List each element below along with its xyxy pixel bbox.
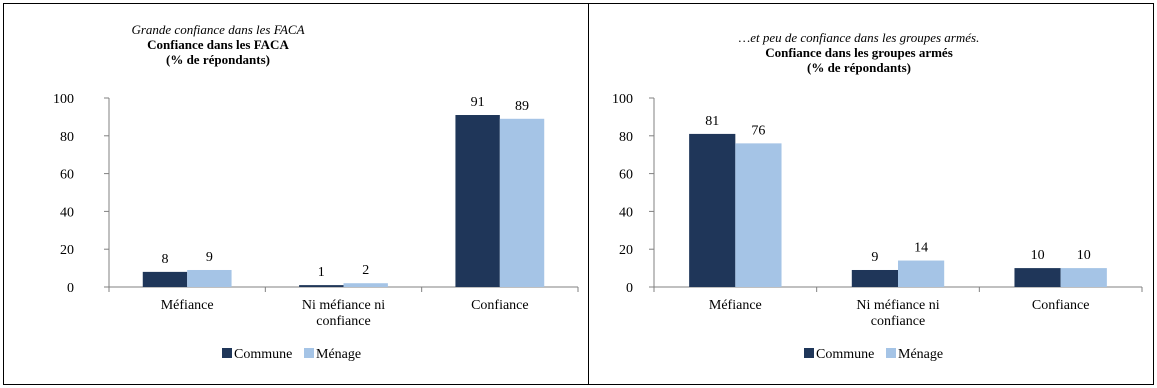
bar-commune-0	[689, 133, 736, 287]
bar-commune-1	[851, 269, 898, 287]
legend-label: Commune	[816, 347, 874, 362]
bar-mnage-1	[898, 260, 945, 287]
y-tick-label: 80	[60, 130, 74, 145]
bar-commune-2	[1014, 268, 1061, 287]
data-label: 8	[161, 252, 168, 267]
bar-mnage-2	[499, 118, 545, 287]
data-label: 81	[705, 114, 719, 129]
data-label: 10	[1031, 248, 1045, 263]
legend-label: Ménage	[898, 347, 943, 362]
chart-subtitle: (% de répondants)	[166, 52, 270, 67]
x-category-label: Confiance	[471, 298, 529, 313]
chart-subtitle: (% de répondants)	[807, 60, 911, 75]
data-label: 9	[206, 250, 213, 265]
y-tick-label: 20	[60, 243, 74, 258]
y-tick-label: 20	[619, 243, 633, 258]
x-category-label: Ni méfiance ni	[302, 298, 385, 313]
data-label: 76	[751, 123, 765, 138]
y-tick-label: 100	[53, 92, 74, 107]
y-tick-label: 0	[67, 281, 74, 296]
chart-armed-groups: …et peu de confiance dans les groupes ar…	[612, 30, 1143, 362]
bar-commune-2	[455, 115, 500, 287]
y-tick-label: 40	[619, 205, 633, 220]
y-tick-label: 0	[626, 281, 633, 296]
y-tick-label: 40	[60, 205, 74, 220]
bar-mnage-0	[187, 269, 232, 287]
y-tick-label: 60	[60, 168, 74, 183]
data-label: 10	[1077, 248, 1091, 263]
x-category-label: Méfiance	[709, 298, 762, 313]
legend-swatch-commune	[804, 348, 814, 358]
chart-faca: Grande confiance dans les FACAConfiance …	[53, 22, 579, 362]
x-category-label: Ni méfiance ni	[856, 298, 939, 313]
bar-mnage-1	[343, 283, 388, 287]
bar-mnage-0	[735, 143, 782, 287]
bar-commune-1	[299, 285, 344, 287]
y-tick-label: 60	[619, 168, 633, 183]
legend-swatch-mnage	[304, 348, 314, 358]
data-label: 1	[318, 265, 325, 280]
chart-title: Confiance dans les FACA	[147, 37, 289, 52]
x-category-label: confiance	[871, 314, 925, 329]
x-category-label: confiance	[316, 314, 370, 329]
data-label: 91	[471, 95, 485, 110]
legend-label: Commune	[234, 347, 292, 362]
y-tick-label: 100	[612, 92, 633, 107]
legend-swatch-mnage	[886, 348, 896, 358]
y-tick-label: 80	[619, 130, 633, 145]
data-label: 9	[871, 250, 878, 265]
data-label: 2	[362, 263, 369, 278]
chart-title-italic: …et peu de confiance dans les groupes ar…	[739, 30, 980, 45]
chart-panel-faca: Grande confiance dans les FACA Confiance …	[3, 3, 589, 385]
chart-title-italic: Grande confiance dans les FACA	[131, 22, 304, 37]
legend-swatch-commune	[222, 348, 232, 358]
x-category-label: Confiance	[1032, 298, 1090, 313]
chart-title: Confiance dans les groupes armés	[765, 45, 953, 60]
bar-mnage-2	[1060, 268, 1107, 287]
x-category-label: Méfiance	[161, 298, 214, 313]
data-label: 89	[515, 99, 529, 114]
bar-commune-0	[142, 271, 188, 287]
legend-label: Ménage	[316, 347, 361, 362]
data-label: 14	[914, 241, 928, 256]
chart-panel-armed-groups: …et peu de confiance dans les groupes ar…	[588, 3, 1154, 385]
